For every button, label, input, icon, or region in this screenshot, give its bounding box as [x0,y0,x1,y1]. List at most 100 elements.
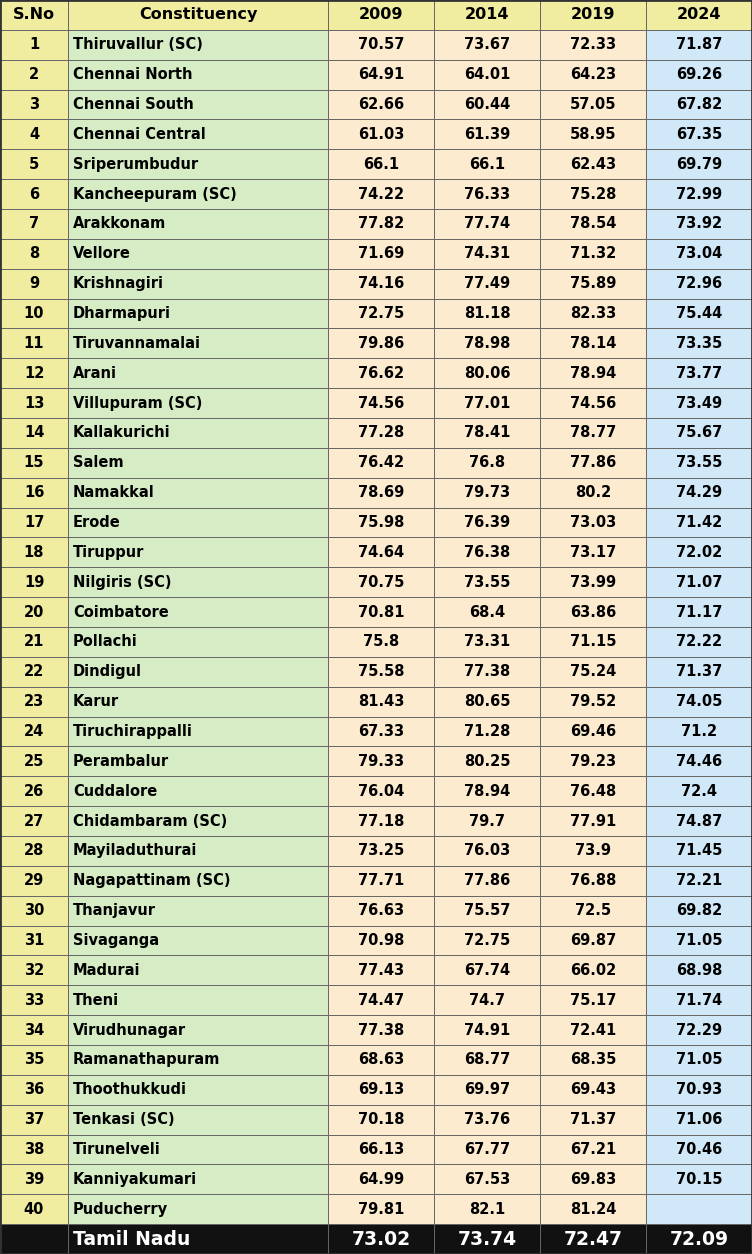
Text: Arani: Arani [73,366,117,381]
Text: 2014: 2014 [465,8,509,23]
Bar [540,119,646,149]
Text: 79.81: 79.81 [358,1201,404,1216]
Bar [0,268,68,298]
Bar [0,1165,68,1194]
Text: Thiruvallur (SC): Thiruvallur (SC) [73,38,203,53]
Bar [0,1016,68,1045]
Text: 75.17: 75.17 [570,993,616,1008]
Bar [434,538,540,567]
Text: 74.29: 74.29 [676,485,722,500]
Text: Nagapattinam (SC): Nagapattinam (SC) [73,873,231,888]
Bar [646,986,752,1016]
Bar [0,1224,68,1254]
Bar [540,895,646,925]
Text: 18: 18 [24,544,44,559]
Text: 73.99: 73.99 [570,574,616,589]
Bar [0,627,68,657]
Bar [540,238,646,268]
Text: 35: 35 [24,1052,44,1067]
Text: 78.94: 78.94 [464,784,510,799]
Bar [646,179,752,209]
Text: 15: 15 [24,455,44,470]
Bar [0,0,68,30]
Bar [434,627,540,657]
Text: 26: 26 [24,784,44,799]
Text: 69.46: 69.46 [570,724,616,739]
Text: 69.82: 69.82 [676,903,722,918]
Text: 70.98: 70.98 [358,933,404,948]
Bar [646,865,752,895]
Text: 21: 21 [24,635,44,650]
Bar [0,1194,68,1224]
Text: Ramanathapuram: Ramanathapuram [73,1052,220,1067]
Bar [68,30,328,60]
Bar [434,567,540,597]
Text: 77.01: 77.01 [464,395,510,410]
Bar [328,895,434,925]
Bar [328,865,434,895]
Bar [328,1224,434,1254]
Text: Tamil Nadu: Tamil Nadu [73,1230,190,1249]
Bar [646,268,752,298]
Text: 76.04: 76.04 [358,784,404,799]
Bar [540,746,646,776]
Text: 69.83: 69.83 [570,1171,616,1186]
Bar [646,1224,752,1254]
Text: 80.06: 80.06 [464,366,511,381]
Bar [68,149,328,179]
Bar [68,956,328,986]
Bar [328,179,434,209]
Text: 61.03: 61.03 [358,127,404,142]
Bar [434,806,540,836]
Bar [434,956,540,986]
Text: 17: 17 [24,515,44,530]
Bar [540,567,646,597]
Text: 78.54: 78.54 [570,217,616,232]
Bar [434,179,540,209]
Text: 74.56: 74.56 [358,395,404,410]
Text: Dharmapuri: Dharmapuri [73,306,171,321]
Bar [540,1135,646,1165]
Bar [646,359,752,389]
Bar [328,238,434,268]
Bar [646,60,752,89]
Text: 77.28: 77.28 [358,425,404,440]
Text: Tiruppur: Tiruppur [73,544,144,559]
Text: 74.22: 74.22 [358,187,404,202]
Text: 80.65: 80.65 [464,695,511,710]
Text: 80.2: 80.2 [575,485,611,500]
Bar [434,209,540,238]
Text: 16: 16 [24,485,44,500]
Text: Virudhunagar: Virudhunagar [73,1022,186,1037]
Bar [328,627,434,657]
Bar [328,538,434,567]
Text: 27: 27 [24,814,44,829]
Text: 68.98: 68.98 [676,963,722,978]
Bar [328,149,434,179]
Text: 58.95: 58.95 [570,127,616,142]
Bar [0,746,68,776]
Text: 72.99: 72.99 [676,187,722,202]
Bar [434,149,540,179]
Bar [0,776,68,806]
Bar [646,1105,752,1135]
Text: 72.5: 72.5 [575,903,611,918]
Text: Villupuram (SC): Villupuram (SC) [73,395,202,410]
Text: 72.75: 72.75 [464,933,510,948]
Text: 70.46: 70.46 [676,1142,722,1157]
Text: Salem: Salem [73,455,123,470]
Text: 66.13: 66.13 [358,1142,404,1157]
Text: 69.43: 69.43 [570,1082,616,1097]
Text: 2024: 2024 [677,8,721,23]
Text: 25: 25 [24,754,44,769]
Bar [434,89,540,119]
Bar [434,298,540,329]
Text: 77.71: 77.71 [358,873,404,888]
Bar [328,1016,434,1045]
Text: 77.86: 77.86 [464,873,510,888]
Text: 62.43: 62.43 [570,157,616,172]
Text: 67.33: 67.33 [358,724,404,739]
Bar [68,1016,328,1045]
Bar [0,1105,68,1135]
Bar [540,329,646,359]
